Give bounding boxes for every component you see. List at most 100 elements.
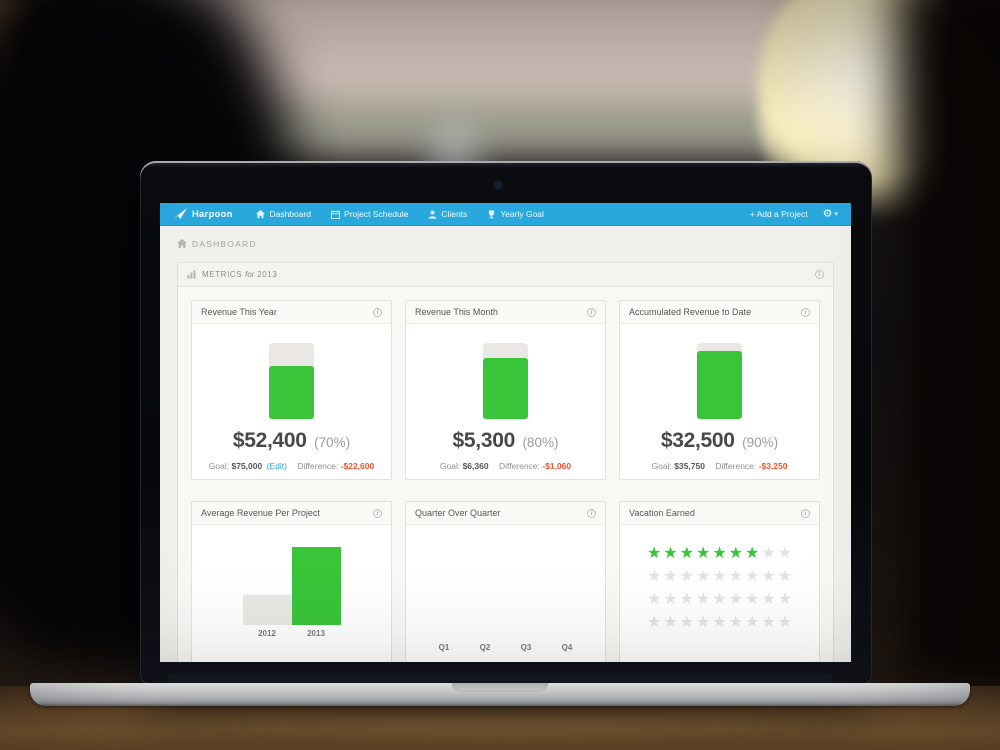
laptop-base	[30, 683, 970, 706]
progress-bar-track	[269, 343, 314, 419]
star-icon: ★	[761, 545, 776, 562]
metric-value-row: $52,400 (70%)	[192, 429, 391, 453]
star-icon: ★	[679, 545, 694, 562]
star-icon: ★	[646, 545, 662, 562]
page-content: METRICS for 2013 i Revenue This	[160, 262, 851, 662]
difference-value: -$1,060	[542, 461, 572, 471]
star-icon: ★	[728, 614, 744, 631]
goal-row: Goal: $75,000 (Edit) Difference: -$22,60…	[192, 461, 391, 471]
progress-bar-fill	[697, 350, 742, 419]
nav-item-project-schedule[interactable]: Project Schedule	[331, 209, 408, 219]
goal-label: Goal:	[651, 461, 672, 471]
vacation-star-grid: ★ ★ ★ ★ ★ ★ ★ ★ ★ ★ ★ ★ ★ ★ ★ ★ ★ ★ ★ ★ ★ ★ ★ ★ ★ ★ ★ ★ ★ ★ ★ ★ ★ ★ ★ ★	[620, 525, 819, 662]
progress-bar-fill	[269, 365, 314, 419]
progress-bar-track	[483, 343, 528, 419]
card-title: Revenue This Year	[201, 307, 277, 317]
card-body: $32,500 (90%) Goal: $35,750 Difference: …	[620, 324, 819, 479]
info-icon[interactable]: i	[801, 508, 810, 518]
x-tick-label: Q1	[438, 643, 450, 652]
goal-value: $75,000	[231, 461, 263, 471]
card-title: Accumulated Revenue to Date	[629, 307, 752, 317]
laptop-lid-notch	[452, 683, 548, 692]
star-icon: ★	[777, 591, 793, 608]
star-icon: ★	[695, 568, 711, 585]
card-header: Accumulated Revenue to Date i	[620, 301, 819, 324]
star-icon: ★	[745, 614, 760, 631]
info-icon[interactable]: i	[373, 307, 382, 317]
add-project-button[interactable]: + Add a Project	[749, 209, 808, 219]
info-icon[interactable]: i	[373, 508, 382, 518]
star-icon: ★	[663, 614, 678, 631]
card-body: $52,400 (70%) Goal: $75,000 (Edit) Diffe…	[192, 324, 391, 479]
quarter-chart: Q1 Q2 Q3 Q4	[406, 525, 605, 662]
card-header: Vacation Earned i	[620, 502, 819, 525]
card-accumulated-revenue: Accumulated Revenue to Date i $32,500	[619, 300, 820, 480]
card-body: $5,300 (80%) Goal: $6,360 Difference: -$…	[406, 324, 605, 479]
card-title: Vacation Earned	[629, 508, 695, 518]
metrics-panel: METRICS for 2013 i Revenue This	[177, 262, 834, 662]
nav-item-yearly-goal[interactable]: Yearly Goal	[487, 209, 544, 219]
card-average-revenue-per-project: Average Revenue Per Project i	[191, 501, 392, 662]
star-icon: ★	[761, 614, 776, 631]
info-icon[interactable]: i	[801, 307, 810, 317]
nav-item-clients[interactable]: Clients	[428, 209, 467, 219]
star-row: ★ ★ ★ ★ ★ ★ ★ ★ ★	[632, 591, 807, 608]
star-icon: ★	[712, 545, 727, 562]
settings-menu[interactable]: ⚙ ▾	[822, 207, 838, 220]
home-icon	[177, 239, 187, 249]
star-icon: ★	[745, 545, 760, 562]
info-icon[interactable]: i	[815, 270, 824, 279]
star-row: ★ ★ ★ ★ ★ ★ ★ ★ ★	[632, 568, 807, 585]
metrics-title-qualifier: for	[245, 270, 255, 279]
difference-label: Difference:	[297, 461, 339, 471]
brand-logo[interactable]: Harpoon	[173, 208, 232, 220]
card-revenue-this-year: Revenue This Year i $52,400 (7	[191, 300, 392, 480]
star-icon: ★	[745, 568, 760, 585]
goal-value: $35,750	[674, 461, 705, 471]
star-icon: ★	[695, 545, 711, 562]
metric-percent: (70%)	[314, 435, 351, 450]
gear-icon: ⚙	[822, 207, 833, 220]
info-icon[interactable]: i	[587, 307, 596, 317]
avg-revenue-chart: 2012 2013	[192, 525, 391, 662]
laptop-hinge	[168, 673, 832, 686]
breadcrumb[interactable]: DASHBOARD	[160, 226, 851, 262]
chart-plot-area	[192, 547, 391, 625]
star-row: ★ ★ ★ ★ ★ ★ ★ ★ ★	[632, 614, 807, 631]
metric-percent: (80%)	[522, 435, 559, 450]
star-icon: ★	[777, 568, 793, 585]
star-icon: ★	[663, 591, 678, 608]
star-icon: ★	[695, 614, 711, 631]
breadcrumb-label: DASHBOARD	[192, 239, 257, 249]
star-icon: ★	[712, 614, 727, 631]
nav-item-dashboard[interactable]: Dashboard	[256, 209, 311, 219]
info-icon[interactable]: i	[587, 508, 596, 518]
card-header: Revenue This Month i	[406, 301, 605, 324]
goal-value: $6,360	[462, 461, 489, 471]
star-icon: ★	[679, 568, 694, 585]
metric-value: $52,400	[232, 429, 307, 452]
star-icon: ★	[646, 614, 662, 631]
trophy-icon	[489, 209, 495, 218]
laptop-lid: Harpoon Dashboard	[140, 161, 872, 684]
metrics-panel-header: METRICS for 2013 i	[178, 263, 833, 287]
star-row: ★ ★ ★ ★ ★ ★ ★ ★ ★	[632, 545, 807, 562]
difference-value: -$3,250	[758, 461, 788, 471]
star-icon: ★	[761, 591, 776, 608]
nav-item-label: Yearly Goal	[500, 209, 544, 219]
card-vacation-earned: Vacation Earned i ★ ★ ★ ★ ★ ★ ★ ★ ★ ★ ★ ★ ★ ★ ★ ★ ★ ★ ★ ★ ★ ★…	[619, 501, 820, 662]
metric-value: $32,500	[660, 429, 735, 452]
card-quarter-over-quarter: Quarter Over Quarter i	[405, 501, 606, 662]
progress-bar-track	[697, 343, 742, 419]
metric-value-row: $5,300 (80%)	[406, 429, 605, 453]
difference-label: Difference:	[498, 461, 540, 471]
card-header: Revenue This Year i	[192, 301, 391, 324]
edit-goal-link[interactable]: (Edit)	[266, 461, 287, 471]
difference-value: -$22,600	[340, 461, 375, 471]
star-icon: ★	[761, 568, 776, 585]
star-icon: ★	[777, 545, 793, 562]
cards-grid: Revenue This Year i $52,400 (7	[191, 300, 820, 662]
x-tick-label: Q4	[561, 643, 573, 652]
metric-percent: (90%)	[742, 435, 779, 450]
